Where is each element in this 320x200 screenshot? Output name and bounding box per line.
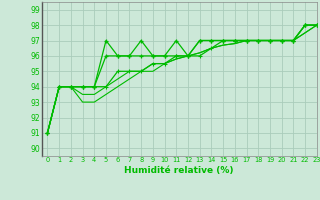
X-axis label: Humidité relative (%): Humidité relative (%) [124, 166, 234, 175]
